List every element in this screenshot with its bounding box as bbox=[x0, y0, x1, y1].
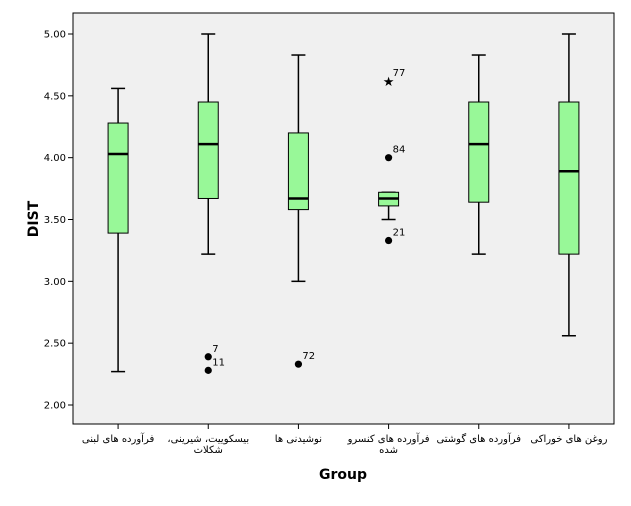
iqr-box bbox=[197, 101, 219, 199]
box-group bbox=[558, 33, 580, 337]
box-group: 72 bbox=[287, 54, 315, 368]
category-label: بیسکوییت، شیرینی، bbox=[167, 434, 249, 445]
outlier-label: 11 bbox=[212, 357, 225, 368]
iqr-box bbox=[287, 132, 309, 211]
category-label: فرآورده های لبنی bbox=[82, 432, 155, 445]
outlier-point bbox=[384, 236, 393, 245]
iqr-box bbox=[558, 101, 580, 255]
outlier-label: 84 bbox=[393, 145, 406, 156]
outlier-point bbox=[384, 154, 393, 162]
box-group bbox=[107, 87, 129, 373]
y-tick-label: 5.00 bbox=[44, 30, 66, 41]
box-group bbox=[468, 54, 490, 255]
y-tick-label: 4.50 bbox=[44, 91, 66, 102]
box-group: 711 bbox=[197, 33, 225, 374]
y-tick-label: 3.00 bbox=[44, 277, 66, 288]
y-tick-label: 4.00 bbox=[44, 153, 66, 164]
outlier-point bbox=[204, 353, 212, 361]
category-label: روغن های خوراکی bbox=[530, 434, 607, 445]
category-label: نوشیدنی ها bbox=[275, 434, 322, 445]
y-axis-title: DIST bbox=[26, 200, 42, 237]
outlier-star: ★ bbox=[383, 75, 395, 90]
x-axis-title: Group bbox=[319, 467, 367, 483]
category-label: فرآورده های گوشتی bbox=[436, 432, 521, 445]
outlier-label: 77 bbox=[393, 68, 406, 79]
outlier-point bbox=[294, 360, 303, 368]
category-label: فرآورده های کنسرو bbox=[347, 432, 430, 445]
category-labels: فرآورده های لبنی بیسکوییت، شیرینی،شکلات نو… bbox=[82, 424, 608, 456]
iqr-box bbox=[468, 101, 490, 203]
iqr-box bbox=[107, 122, 129, 234]
y-axis: 2.00 2.50 3.00 3.50 4.00 4.50 5.00 bbox=[44, 30, 73, 412]
outlier-point bbox=[204, 366, 212, 374]
box-group: ★77 84 21 bbox=[378, 68, 406, 245]
y-tick-label: 2.00 bbox=[44, 401, 66, 412]
category-label: شده bbox=[379, 445, 398, 456]
outlier-label: 72 bbox=[302, 351, 315, 362]
outlier-label: 21 bbox=[393, 228, 406, 239]
category-label: شکلات bbox=[194, 445, 223, 456]
outlier-label: 7 bbox=[212, 344, 218, 355]
plot-area bbox=[72, 12, 615, 425]
y-tick-label: 2.50 bbox=[44, 339, 66, 350]
y-tick-label: 3.50 bbox=[44, 215, 66, 226]
